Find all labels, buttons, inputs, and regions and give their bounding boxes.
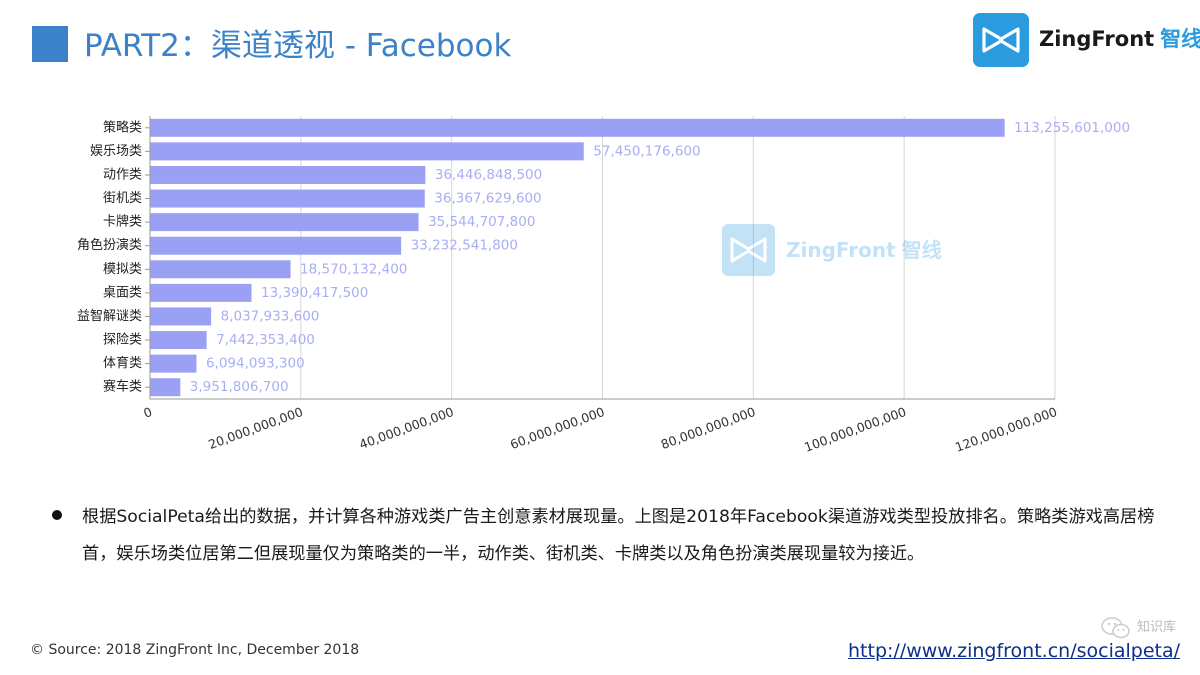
bar (150, 142, 584, 161)
bar (150, 118, 1005, 137)
bar (150, 378, 181, 397)
bar (150, 260, 291, 279)
category-label: 角色扮演类 (77, 237, 142, 253)
category-label: 卡牌类 (103, 214, 142, 230)
category-label: 策略类 (103, 119, 142, 135)
wechat-watermark: 知识库 (1101, 612, 1191, 656)
bar-value-label: 13,390,417,500 (261, 285, 368, 301)
logo-text: ZingFront (1039, 27, 1155, 51)
bar (150, 307, 212, 326)
category-label: 桌面类 (103, 285, 142, 300)
category-label: 体育类 (103, 355, 142, 371)
bar (150, 213, 419, 232)
x-tick-label: 0 (141, 404, 154, 421)
category-label: 动作类 (103, 167, 142, 182)
bar (150, 283, 252, 302)
bar-value-label: 57,450,176,600 (593, 143, 700, 159)
bar (150, 189, 425, 208)
wechat-icon (1101, 617, 1130, 639)
bar-value-label: 113,255,601,000 (1014, 120, 1130, 136)
category-label: 娱乐场类 (90, 144, 142, 159)
bar-value-label: 6,094,093,300 (206, 356, 305, 372)
wechat-label: 知识库 (1137, 620, 1177, 635)
bar (150, 165, 426, 184)
watermark-text: ZingFront (786, 238, 896, 262)
bar-value-label: 7,442,353,400 (216, 332, 315, 348)
category-label: 模拟类 (103, 262, 142, 277)
bar (150, 354, 197, 373)
title-accent-block (32, 26, 68, 62)
source-url-link[interactable]: http://www.zingfront.cn/socialpeta/ (848, 640, 1181, 662)
x-tick-label: 120,000,000,000 (953, 404, 1059, 455)
description-text: 根据SocialPeta给出的数据，并计算各种游戏类广告主创意素材展现量。上图是… (82, 507, 1155, 564)
x-tick-label: 80,000,000,000 (659, 404, 758, 452)
category-label: 探险类 (103, 333, 142, 348)
zingfront-logo-icon (973, 13, 1029, 67)
watermark: ZingFront 智线 (722, 222, 942, 278)
bar-chart: 0 20,000,000,000 40,000,000,000 60,000,000,… (77, 116, 1130, 455)
bar (150, 331, 207, 350)
x-tick-label: 100,000,000,000 (802, 404, 908, 455)
logo-cn-text: 智线 (1160, 27, 1200, 51)
bar-value-label: 8,037,933,600 (221, 308, 320, 324)
bar-value-label: 33,232,541,800 (411, 238, 518, 254)
x-tick-label: 60,000,000,000 (508, 404, 607, 452)
category-label: 街机类 (103, 191, 142, 206)
category-label: 赛车类 (103, 379, 142, 395)
category-label: 益智解谜类 (77, 309, 142, 324)
watermark-cn-text: 智线 (901, 238, 942, 262)
watermark-logo-icon (722, 224, 775, 276)
zingfront-logo: ZingFront 智线 (973, 11, 1200, 69)
bar (150, 236, 402, 255)
bar-value-label: 3,951,806,700 (190, 379, 289, 395)
page-title: PART2：渠道透视 - Facebook (84, 28, 512, 64)
bullet-dot (52, 510, 62, 520)
bar-value-label: 35,544,707,800 (428, 214, 535, 230)
bar-value-label: 36,446,848,500 (435, 167, 542, 183)
bar-value-label: 18,570,132,400 (300, 261, 407, 277)
bar-value-label: 36,367,629,600 (434, 191, 541, 207)
source-text: © Source: 2018 ZingFront Inc, December 2… (30, 642, 360, 658)
x-tick-label: 20,000,000,000 (206, 404, 305, 452)
x-tick-label: 40,000,000,000 (357, 404, 456, 452)
